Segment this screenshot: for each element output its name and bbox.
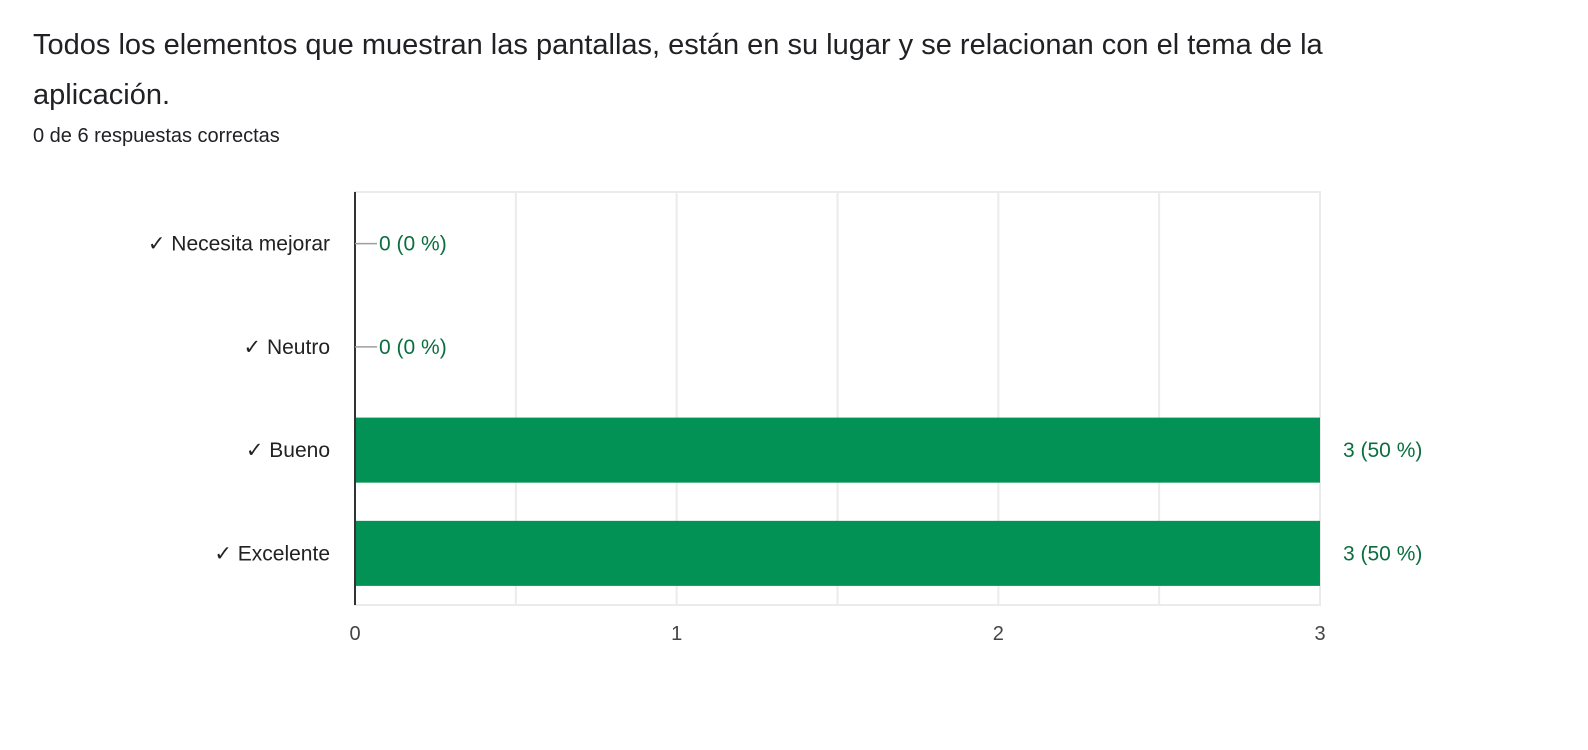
data-label: 3 (50 %) bbox=[1343, 542, 1422, 565]
chart-labels: ✓ Necesita mejorar 0 (0 %) ✓ Neutro 0 (0 %)… bbox=[148, 233, 1423, 566]
question-title: Todos los elementos que muestran las pan… bbox=[33, 29, 1323, 111]
x-tick-label: 0 bbox=[349, 623, 360, 645]
bar bbox=[355, 417, 1320, 483]
category-label: ✓ Excelente bbox=[214, 542, 330, 565]
x-tick-label: 3 bbox=[1314, 623, 1325, 645]
data-label: 0 (0 %) bbox=[379, 233, 447, 256]
chart-bars bbox=[355, 417, 1320, 586]
bar bbox=[355, 520, 1320, 586]
category-label: ✓ Necesita mejorar bbox=[148, 233, 330, 256]
score-summary: 0 de 6 respuestas correctas bbox=[33, 125, 280, 147]
data-label: 0 (0 %) bbox=[379, 336, 447, 359]
category-label: ✓ Neutro bbox=[244, 336, 330, 359]
x-tick-label: 1 bbox=[671, 623, 682, 645]
x-tick-label: 2 bbox=[993, 623, 1004, 645]
data-label: 3 (50 %) bbox=[1343, 439, 1422, 462]
category-label: ✓ Bueno bbox=[246, 439, 330, 462]
chart-axis: 0 1 2 3 bbox=[349, 192, 1326, 645]
